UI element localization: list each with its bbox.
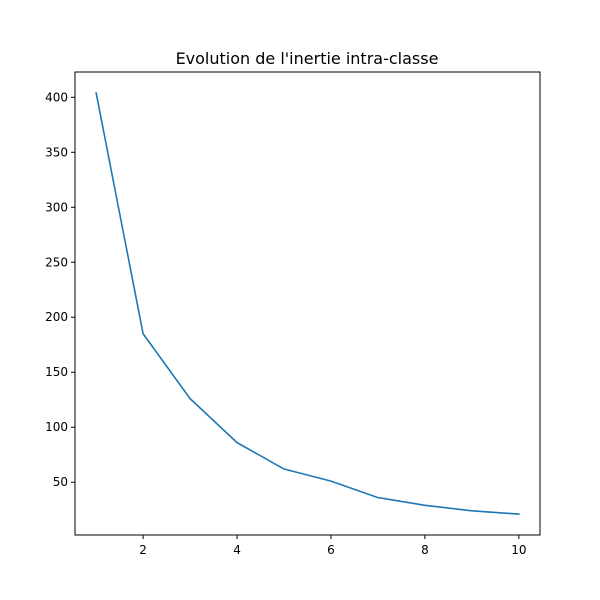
y-tick-label-400: 400 [45,90,68,104]
chart-title: Evolution de l'inertie intra-classe [176,49,439,68]
x-tick-label-4: 4 [233,543,241,557]
y-tick-label-300: 300 [45,200,68,214]
y-tick-label-150: 150 [45,365,68,379]
x-tick-label-10: 10 [511,543,526,557]
plot-area: 2 4 6 8 10 50 100 150 200 250 300 350 400 [45,71,541,557]
y-tick-label-200: 200 [45,310,68,324]
x-tick-label-2: 2 [139,543,147,557]
y-tick-label-350: 350 [45,145,68,159]
y-tick-label-250: 250 [45,255,68,269]
y-tick-label-50: 50 [53,475,68,489]
y-tick-label-100: 100 [45,420,68,434]
x-tick-label-6: 6 [327,543,335,557]
axes-frame [74,71,541,536]
series-line-0 [95,91,520,515]
x-tick-label-8: 8 [421,543,429,557]
